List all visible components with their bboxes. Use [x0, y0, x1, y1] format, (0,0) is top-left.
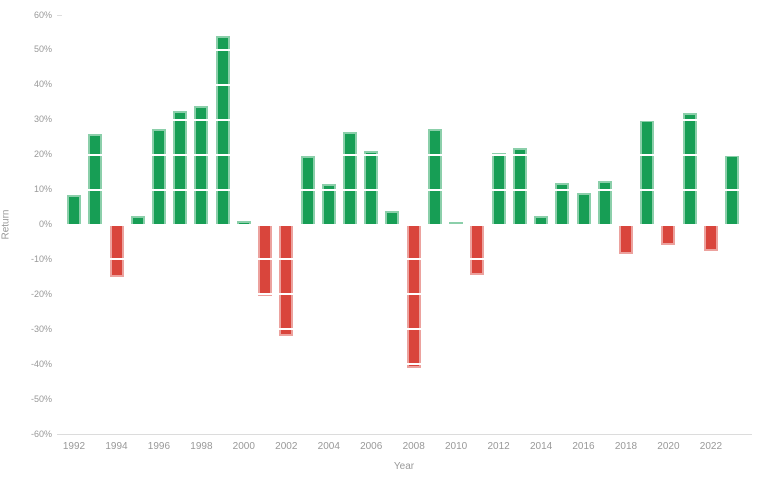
y-tick-label: 20%	[33, 149, 52, 160]
x-tick-label-2004: 2004	[317, 441, 340, 452]
y-tick-label: 10%	[33, 184, 52, 195]
x-tick-label-2010: 2010	[444, 441, 468, 452]
bar-1992[interactable]	[67, 194, 81, 225]
gridline	[57, 328, 752, 331]
x-tick-label-2006: 2006	[360, 441, 383, 452]
x-tick-label-2016: 2016	[572, 441, 595, 452]
bar-2020[interactable]	[661, 224, 676, 246]
x-axis-title: Year	[393, 461, 415, 472]
bar-1996[interactable]	[151, 128, 166, 225]
gridline	[57, 83, 752, 86]
x-tick-label-2018: 2018	[614, 441, 638, 452]
y-tick-label: 60%	[33, 9, 52, 20]
y-tick-label: -30%	[30, 323, 52, 334]
x-axis-line	[57, 434, 752, 435]
bar-2009[interactable]	[427, 128, 442, 225]
y-tick-label: -10%	[30, 253, 52, 264]
x-tick-label-2008: 2008	[402, 441, 425, 452]
x-tick-label-1996: 1996	[147, 441, 171, 452]
gridline	[57, 398, 752, 401]
y-axis-title: Return	[0, 209, 12, 240]
bar-2016[interactable]	[576, 193, 591, 225]
y-tick-label: 50%	[33, 44, 52, 55]
bar-1995[interactable]	[130, 215, 145, 225]
bar-2008[interactable]	[406, 224, 421, 368]
y-tick-label: -60%	[30, 428, 52, 439]
y-tick-label: -50%	[30, 393, 52, 404]
bar-2014[interactable]	[534, 215, 549, 225]
x-tick-label-2022: 2022	[699, 441, 723, 452]
gridline	[57, 153, 752, 156]
bar-1998[interactable]	[194, 105, 209, 225]
bar-2010[interactable]	[449, 222, 464, 225]
y-tick-label: 40%	[33, 79, 52, 90]
y-tick-mark	[57, 15, 62, 16]
bar-1993[interactable]	[88, 133, 103, 225]
gridline	[57, 48, 752, 51]
gridline	[57, 223, 752, 226]
gridline	[57, 293, 752, 296]
bar-1994[interactable]	[109, 224, 124, 277]
x-tick-label-1998: 1998	[190, 441, 213, 452]
bar-1999[interactable]	[215, 36, 230, 225]
x-tick-label-2002: 2002	[275, 441, 298, 452]
gridline	[57, 258, 752, 261]
bar-2000[interactable]	[236, 221, 251, 225]
x-tick-label-2000: 2000	[232, 441, 255, 452]
bar-2006[interactable]	[364, 151, 379, 225]
bar-2005[interactable]	[343, 132, 357, 225]
bar-2007[interactable]	[385, 210, 400, 225]
bar-2015[interactable]	[555, 182, 570, 225]
gridline	[57, 188, 752, 191]
y-tick-label: 30%	[33, 114, 52, 125]
bar-2004[interactable]	[321, 184, 336, 225]
y-tick-label: 0%	[38, 219, 52, 229]
gridline	[57, 363, 752, 366]
x-tick-label-2014: 2014	[529, 441, 553, 452]
bar-2011[interactable]	[470, 224, 485, 276]
bar-2018[interactable]	[619, 224, 633, 255]
bar-2013[interactable]	[512, 147, 527, 225]
x-tick-label-2020: 2020	[657, 441, 680, 452]
bar-2017[interactable]	[597, 180, 612, 225]
y-tick-label: -20%	[30, 288, 52, 299]
bar-2021[interactable]	[682, 112, 697, 225]
x-tick-label-2012: 2012	[487, 441, 510, 452]
bar-2022[interactable]	[703, 224, 718, 251]
gridline	[57, 118, 752, 121]
bar-1997[interactable]	[173, 111, 188, 225]
x-tick-label-1992: 1992	[62, 441, 86, 452]
bar-2019[interactable]	[640, 119, 655, 225]
y-tick-label: -40%	[30, 358, 52, 369]
bar-2002[interactable]	[279, 224, 294, 337]
x-tick-label-1994: 1994	[105, 441, 128, 452]
